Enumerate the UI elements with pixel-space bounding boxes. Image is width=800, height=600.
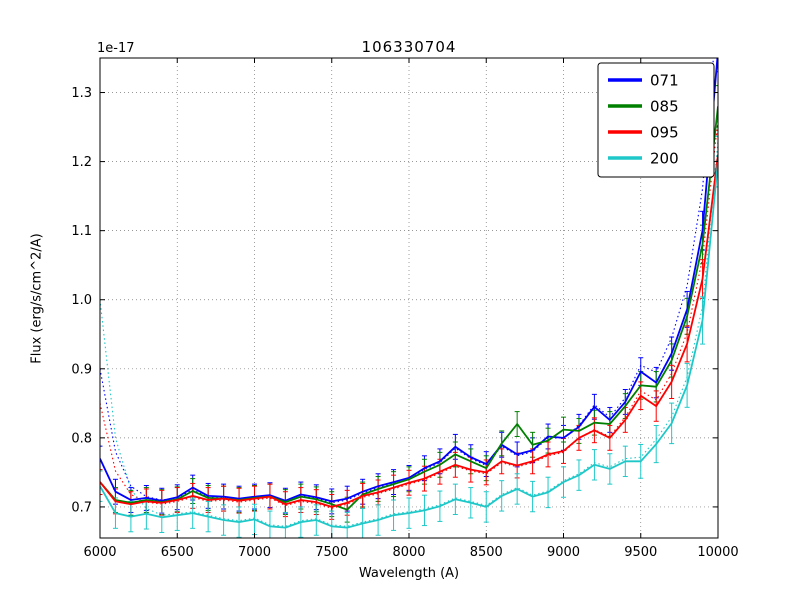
legend: 071 085 095 200 [597, 62, 715, 178]
y-tick-label: 1.2 [71, 155, 92, 170]
y-tick-label: 1.1 [71, 224, 92, 239]
x-tick-label: 9000 [547, 545, 580, 560]
series-line-200 [100, 161, 718, 529]
x-tick-label: 8000 [392, 545, 425, 560]
dotted-series-group [100, 58, 718, 527]
legend-label-200: 200 [650, 150, 679, 168]
y-tick-label: 0.8 [71, 431, 92, 446]
x-tick-label: 7000 [238, 545, 271, 560]
series-line-071-dotted [100, 58, 714, 504]
series-group [100, 58, 718, 529]
y-axis-offset-text: 1e-17 [97, 41, 135, 56]
legend-label-071: 071 [650, 72, 679, 90]
ticks [99, 58, 719, 538]
series-line-095-dotted [100, 120, 718, 509]
y-tick-label: 1.3 [71, 86, 92, 101]
x-tick-label: 7500 [315, 545, 348, 560]
legend-label-095: 095 [650, 124, 679, 142]
legend-box [597, 62, 715, 178]
x-tick-label: 6000 [83, 545, 116, 560]
y-axis-label: Flux (erg/s/cm^2/A) [29, 233, 45, 364]
legend-label-085: 085 [650, 98, 679, 116]
y-tick-label: 0.9 [71, 362, 92, 377]
tick-labels: 6000 6500 7000 7500 8000 8500 9000 9500 10000 0.7… [71, 86, 738, 560]
x-axis-label: Wavelength (A) [358, 566, 460, 581]
series-line-071 [100, 58, 718, 503]
y-tick-label: 0.7 [71, 500, 92, 515]
y-tick-label: 1.0 [71, 293, 92, 308]
series-line-095 [100, 154, 718, 508]
x-tick-label: 10000 [697, 545, 738, 560]
x-tick-label: 9500 [624, 545, 657, 560]
series-line-085 [100, 106, 718, 511]
chart-title: 106330704 [361, 38, 457, 56]
x-tick-label: 8500 [470, 545, 503, 560]
x-tick-label: 6500 [161, 545, 194, 560]
series-line-200-dotted [100, 140, 718, 527]
